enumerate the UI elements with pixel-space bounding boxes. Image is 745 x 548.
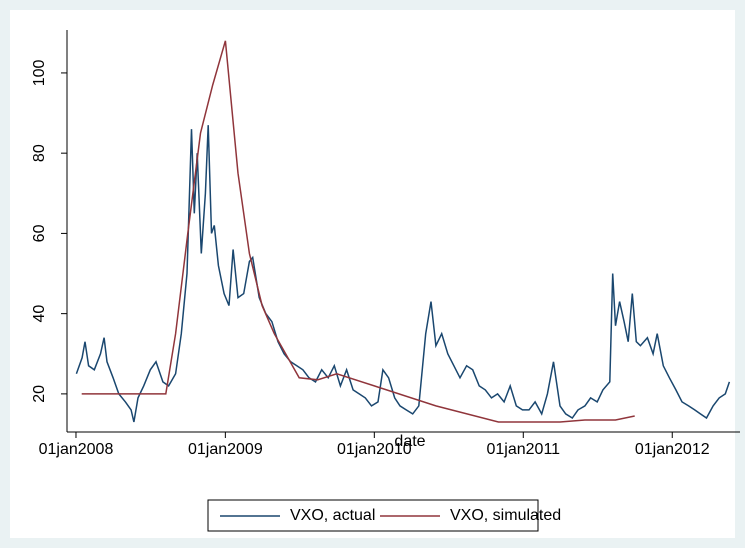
y-tick-label: 100 [31, 59, 48, 86]
x-tick-label: 01jan2012 [635, 441, 710, 458]
y-tick-label: 60 [31, 224, 48, 242]
plot-background [10, 10, 735, 538]
y-tick-label: 80 [31, 144, 48, 162]
legend-label: VXO, actual [290, 507, 375, 524]
series-line [75, 125, 731, 423]
series-line [81, 40, 635, 423]
x-tick-label: 01jan2008 [39, 441, 114, 458]
y-tick-label: 40 [31, 305, 48, 323]
legend-label: VXO, simulated [450, 507, 561, 524]
x-tick-label: 01jan2010 [337, 441, 412, 458]
x-tick-label: 01jan2009 [188, 441, 263, 458]
y-tick-label: 20 [31, 385, 48, 403]
x-tick-label: 01jan2011 [487, 441, 561, 458]
x-axis-title: date [394, 433, 425, 450]
